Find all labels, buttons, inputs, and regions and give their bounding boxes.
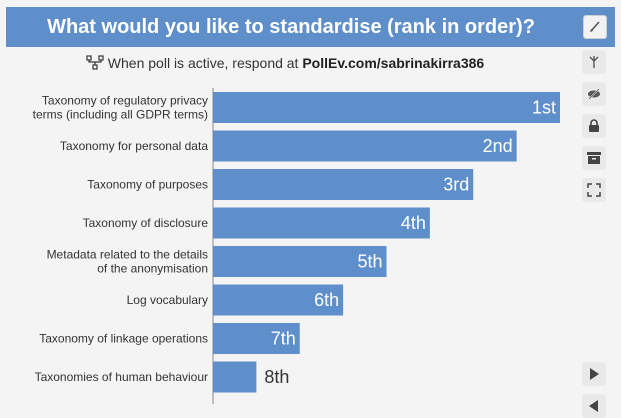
lock-button[interactable] — [582, 114, 606, 138]
poll-header: What would you like to standardise (rank… — [6, 7, 615, 47]
fullscreen-icon — [587, 183, 601, 197]
category-label: Taxonomy of disclosure — [83, 216, 209, 230]
category-label: Log vocabulary — [127, 293, 208, 307]
bar-value-label: 5th — [357, 252, 382, 272]
bar — [213, 246, 387, 277]
bar-value-label: 3rd — [443, 175, 469, 195]
branch-button[interactable] — [582, 50, 606, 74]
category-label: Metadata related to the details — [47, 248, 208, 262]
network-icon — [86, 55, 104, 70]
bar — [213, 207, 430, 239]
back-icon — [589, 400, 598, 412]
bar — [213, 361, 257, 393]
bar-value-label: 7th — [271, 329, 296, 349]
category-label: of the anonymisation — [97, 262, 208, 276]
eye-slash-icon — [588, 88, 600, 100]
play-icon — [590, 368, 599, 380]
edit-button[interactable] — [583, 15, 607, 39]
bar-value-label: 1st — [532, 98, 556, 118]
pencil-icon — [590, 21, 600, 32]
branch-icon — [589, 56, 599, 68]
category-label: terms (including all GDPR terms) — [33, 108, 208, 122]
category-label: Taxonomy of linkage operations — [39, 332, 208, 346]
archive-button[interactable] — [582, 146, 606, 170]
bar — [213, 323, 300, 354]
bar-value-label: 6th — [314, 290, 339, 310]
archive-icon — [587, 152, 601, 164]
bar-value-label: 4th — [401, 213, 426, 233]
hide-responses-button[interactable] — [582, 82, 606, 106]
poll-title: What would you like to standardise (rank… — [47, 16, 535, 38]
bar-value-label: 2nd — [483, 136, 513, 156]
lock-icon — [589, 119, 599, 132]
back-button[interactable] — [582, 394, 606, 418]
play-button[interactable] — [582, 362, 606, 386]
respond-prefix: When poll is active, respond at — [107, 55, 299, 71]
bar — [213, 130, 517, 162]
bar — [213, 92, 560, 123]
category-label: Taxonomy of regulatory privacy — [42, 94, 208, 108]
category-label: Taxonomy of purposes — [87, 178, 208, 192]
respond-url[interactable]: PollEv.com/sabrinakirra386 — [302, 55, 485, 71]
bar-value-label: 8th — [264, 367, 289, 387]
respond-instructions: When poll is active, respond at PollEv.c… — [0, 52, 570, 74]
category-label: Taxonomies of human behaviour — [35, 370, 208, 384]
fullscreen-button[interactable] — [582, 178, 606, 202]
category-label: Taxonomy for personal data — [60, 139, 208, 153]
bar — [213, 284, 344, 316]
bar — [213, 169, 474, 200]
